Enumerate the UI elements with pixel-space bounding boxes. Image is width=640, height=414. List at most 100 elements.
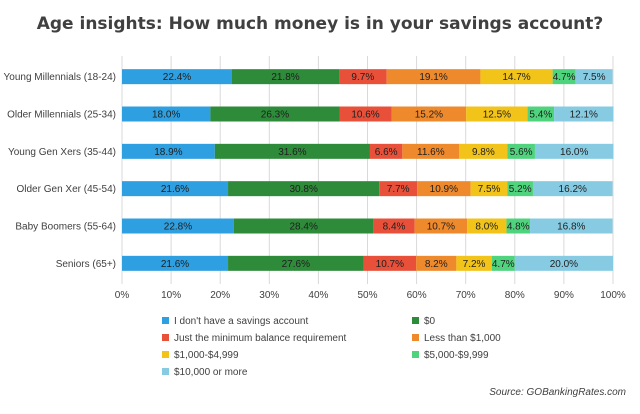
bar-segment (456, 255, 492, 271)
data-label: 11.6% (417, 147, 445, 158)
data-label: 9.7% (351, 72, 374, 83)
bar-segment (507, 181, 533, 197)
legend-label: I don't have a savings account (174, 316, 308, 327)
data-label: 18.9% (154, 147, 182, 158)
bar-segment (527, 106, 555, 122)
data-label: 30.8% (289, 184, 317, 195)
bar-segment (491, 255, 515, 271)
data-label: 10.7% (427, 222, 455, 233)
data-label: 8.2% (425, 259, 448, 270)
bar-segment (507, 143, 535, 159)
bar-segment (369, 143, 403, 159)
data-label: 19.1% (419, 72, 447, 83)
data-label: 16.2% (559, 184, 587, 195)
data-label: 7.5% (478, 184, 501, 195)
legend-label: $10,000 or more (174, 367, 248, 378)
source-note: Source: GOBankingRates.com (489, 387, 626, 398)
bar-segment (373, 218, 415, 234)
data-label: 7.5% (583, 72, 606, 83)
bar-segment (122, 181, 229, 197)
bar-segment (532, 181, 613, 197)
legend-swatch (412, 351, 419, 358)
bar-segment (534, 143, 614, 159)
bar-segment (339, 106, 392, 122)
data-label: 8.0% (475, 222, 498, 233)
bar-segment (233, 218, 374, 234)
bar-segment (122, 143, 215, 159)
data-label: 10.9% (430, 184, 458, 195)
bar-segment (228, 255, 364, 271)
bar-segment (554, 106, 614, 122)
data-label: 21.6% (161, 184, 189, 195)
bar-segment (506, 218, 531, 234)
data-label: 27.6% (282, 259, 310, 270)
data-label: 5.6% (510, 147, 533, 158)
bar-segment (122, 69, 232, 85)
data-label: 16.0% (560, 147, 588, 158)
data-label: 12.5% (483, 110, 511, 121)
bar-segment (416, 255, 457, 271)
x-tick-label: 80% (505, 290, 525, 301)
data-label: 14.7% (502, 72, 530, 83)
data-label: 7.7% (387, 184, 410, 195)
data-label: 12.1% (570, 110, 598, 121)
bar-segment (530, 218, 613, 234)
data-label: 7.2% (463, 259, 486, 270)
bar-segment (552, 69, 576, 85)
chart-title: Age insights: How much money is in your … (36, 14, 604, 34)
data-label: 22.4% (163, 72, 191, 83)
legend-label: $5,000-$9,999 (424, 350, 489, 361)
bar-segment (339, 69, 387, 85)
bar-segment (210, 106, 340, 122)
data-label: 5.2% (509, 184, 532, 195)
x-tick-label: 70% (456, 290, 476, 301)
x-tick-label: 0% (115, 290, 130, 301)
data-label: 10.7% (376, 259, 404, 270)
legend-swatch (162, 351, 169, 358)
x-tick-label: 20% (210, 290, 230, 301)
bar-segment (391, 106, 467, 122)
legend-label: $1,000-$4,999 (174, 350, 239, 361)
x-tick-label: 10% (161, 290, 181, 301)
x-tick-label: 90% (554, 290, 574, 301)
bar-segment (402, 143, 460, 159)
y-category-label: Older Millennials (25-34) (7, 110, 116, 121)
data-label: 21.8% (271, 72, 299, 83)
data-label: 26.3% (261, 110, 289, 121)
data-label: 16.8% (557, 222, 585, 233)
bar-segment (575, 69, 613, 85)
data-label: 28.4% (289, 222, 317, 233)
x-tick-label: 60% (407, 290, 427, 301)
legend-swatch (162, 334, 169, 341)
y-category-label: Young Millennials (18-24) (4, 72, 116, 83)
legend-swatch (162, 368, 169, 375)
bar-segment (459, 143, 508, 159)
bar-segment (466, 106, 528, 122)
bar-segment (379, 181, 418, 197)
bar-segment (214, 143, 370, 159)
y-category-label: Seniors (65+) (56, 259, 116, 270)
bar-segment (363, 255, 417, 271)
legend-swatch (412, 334, 419, 341)
data-label: 4.8% (507, 222, 530, 233)
data-label: 9.8% (472, 147, 495, 158)
x-tick-label: 100% (600, 290, 626, 301)
data-label: 5.4% (529, 110, 552, 121)
data-label: 31.6% (278, 147, 306, 158)
data-label: 15.2% (415, 110, 443, 121)
bar-segment (414, 218, 468, 234)
bar-segment (386, 69, 481, 85)
legend-label: Just the minimum balance requirement (174, 333, 347, 344)
y-category-label: Young Gen Xers (35-44) (8, 147, 116, 158)
bar-segment (467, 218, 507, 234)
legend-label: $0 (424, 316, 436, 327)
y-category-label: Baby Boomers (55-64) (15, 222, 116, 233)
y-category-label: Older Gen Xer (45-54) (17, 184, 117, 195)
data-label: 21.6% (161, 259, 189, 270)
bar-segment (231, 69, 340, 85)
bar-segment (122, 255, 229, 271)
data-label: 20.0% (550, 259, 578, 270)
bar-segment (122, 218, 234, 234)
